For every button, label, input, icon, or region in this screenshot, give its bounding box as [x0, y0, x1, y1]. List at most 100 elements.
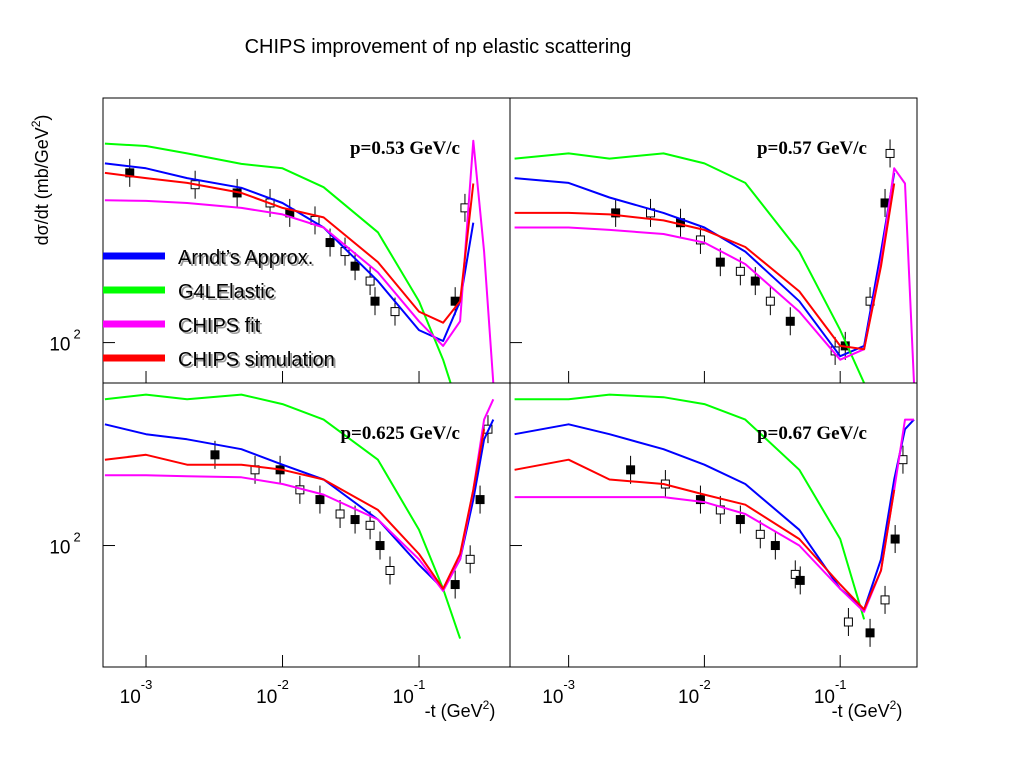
y-tick-label: 102 [49, 530, 80, 559]
x-tick-exp: -3 [563, 677, 575, 692]
data-point [735, 515, 745, 525]
x-tick-label: 10-3 [120, 677, 153, 708]
data-point [885, 148, 895, 158]
y-label-text: dσ/dt (mb/GeV [32, 127, 52, 245]
x-label-text: -t (GeV [425, 701, 483, 721]
data-point [795, 575, 805, 585]
y-tick-base: 10 [49, 538, 70, 559]
curve [514, 183, 896, 351]
panel-frame [509, 382, 918, 668]
curve [514, 167, 915, 383]
data-point [475, 495, 485, 505]
legend-label: CHIPS fit [178, 315, 261, 337]
data-point [785, 316, 795, 326]
data-point [450, 580, 460, 590]
x-tick-label: 10-2 [678, 677, 711, 708]
x-axis-label: -t (GeV2) [425, 698, 496, 721]
x-tick-label: 10-1 [814, 677, 847, 708]
data-point [465, 554, 475, 564]
data-point [715, 257, 725, 267]
plot-area [514, 139, 915, 383]
data-point [210, 450, 220, 460]
plot-area [104, 139, 495, 383]
curve [514, 418, 915, 611]
curve [514, 152, 866, 383]
curve [514, 172, 896, 358]
x-tick-base: 10 [256, 687, 277, 708]
panel-annotation: p=0.57 GeV/c [757, 138, 867, 159]
data-point [365, 276, 375, 286]
curve [104, 393, 462, 639]
x-tick-exp: -2 [699, 677, 711, 692]
y-tick-exp: 2 [73, 327, 80, 342]
data-point [755, 529, 765, 539]
data-point [880, 595, 890, 605]
curve [104, 142, 452, 383]
x-tick-label: 10-3 [542, 677, 575, 708]
legend-shadow: G4LElastic [180, 283, 277, 305]
data-point [315, 495, 325, 505]
x-tick-base: 10 [120, 687, 141, 708]
data-point [350, 261, 360, 271]
data-point [626, 465, 636, 475]
curve [104, 429, 486, 590]
data-point [790, 569, 800, 579]
y-axis-label: dσ/dt (mb/GeV2) [29, 115, 52, 246]
legend-label: CHIPS simulation [178, 349, 335, 371]
x-tick-exp: -1 [835, 677, 847, 692]
x-axis-label: -t (GeV2) [832, 698, 903, 721]
page-title: CHIPS improvement of np elastic scatteri… [245, 36, 632, 58]
data-point [770, 541, 780, 551]
y-tick-label: 102 [49, 327, 80, 356]
curve [104, 171, 475, 324]
data-point [325, 238, 335, 248]
x-label-sup: 2 [890, 698, 897, 712]
data-point [375, 541, 385, 551]
curve [514, 458, 896, 611]
y-tick-base: 10 [49, 335, 70, 356]
data-point [335, 509, 345, 519]
data-point [843, 617, 853, 627]
x-tick-exp: -2 [277, 677, 289, 692]
legend-label: Arndt’s Approx. [178, 247, 313, 269]
data-point [370, 296, 380, 306]
data-point [365, 520, 375, 530]
plot-area [104, 393, 495, 639]
legend-label: G4LElastic [178, 281, 275, 303]
data-point [865, 628, 875, 638]
x-tick-base: 10 [678, 687, 699, 708]
plot-area [514, 393, 915, 647]
legend-shadow: Arndt’s Approx. [180, 249, 315, 271]
data-point [390, 307, 400, 317]
panel-annotation: p=0.67 GeV/c [757, 423, 867, 444]
x-tick-label: 10-1 [393, 677, 426, 708]
y-label-end: ) [32, 115, 52, 121]
x-tick-label: 10-2 [256, 677, 289, 708]
curve [104, 139, 495, 383]
data-point [735, 266, 745, 276]
curve [514, 393, 866, 620]
x-tick-base: 10 [814, 687, 835, 708]
legend-shadow: CHIPS simulation [180, 351, 337, 373]
x-label-end: ) [896, 701, 902, 721]
x-tick-base: 10 [542, 687, 563, 708]
x-tick-exp: -3 [141, 677, 153, 692]
data-point [350, 515, 360, 525]
x-label-text: -t (GeV [832, 701, 890, 721]
x-label-sup: 2 [483, 698, 490, 712]
data-point [765, 296, 775, 306]
data-point [385, 565, 395, 575]
x-tick-exp: -1 [414, 677, 426, 692]
y-label-sup: 2 [29, 120, 43, 127]
panel-annotation: p=0.625 GeV/c [340, 423, 460, 444]
y-tick-exp: 2 [73, 530, 80, 545]
data-point [695, 495, 705, 505]
data-point [750, 276, 760, 286]
data-point [890, 534, 900, 544]
curve [104, 419, 495, 590]
x-label-end: ) [489, 701, 495, 721]
legend-shadow: CHIPS fit [180, 317, 263, 339]
data-point [611, 208, 621, 218]
x-tick-base: 10 [393, 687, 414, 708]
